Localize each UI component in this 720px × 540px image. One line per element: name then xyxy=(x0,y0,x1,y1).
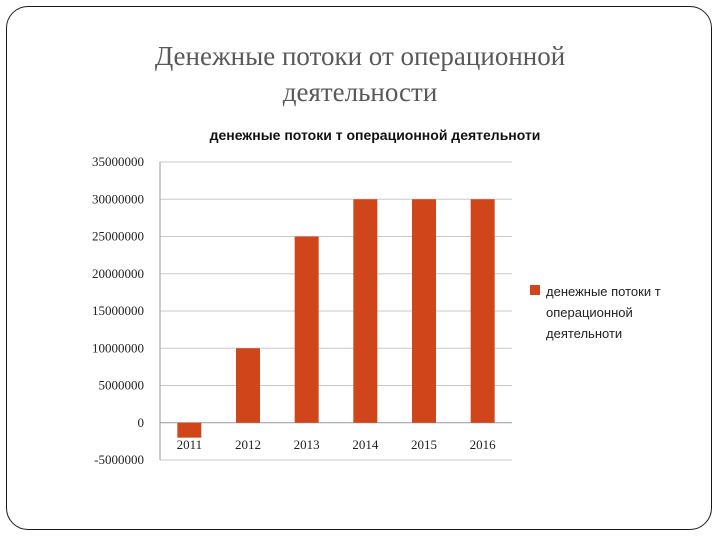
y-tick-label: 10000000 xyxy=(92,340,144,355)
y-tick-labels: 35000000 30000000 25000000 20000000 15000000… xyxy=(92,154,144,467)
y-tick-label: 25000000 xyxy=(92,229,144,244)
x-tick-label: 2011 xyxy=(177,437,203,452)
y-tick-label: 35000000 xyxy=(92,154,144,169)
grid-lines xyxy=(160,161,512,461)
legend-label: операционной xyxy=(546,305,633,320)
y-tick-label: 20000000 xyxy=(92,266,144,281)
x-tick-label: 2016 xyxy=(470,437,497,452)
bar xyxy=(470,199,495,423)
bar xyxy=(177,422,202,438)
x-tick-label: 2015 xyxy=(411,437,437,452)
bar xyxy=(236,348,260,423)
bar xyxy=(353,199,378,423)
legend-label: деятельноти xyxy=(546,326,622,341)
axes xyxy=(159,162,512,460)
y-tick-label: 30000000 xyxy=(92,191,144,206)
y-tick-label: 15000000 xyxy=(92,303,144,318)
x-tick-label: 2012 xyxy=(235,437,261,452)
y-tick-label: 0 xyxy=(138,415,145,430)
slide-frame xyxy=(6,6,712,530)
x-tick-label: 2014 xyxy=(352,437,379,452)
legend: денежные потоки т операционной деятельноти xyxy=(530,284,661,341)
bar xyxy=(294,236,319,423)
bars xyxy=(177,199,495,438)
bar xyxy=(412,199,436,423)
x-tick-labels: 2011 2012 2013 2014 2015 2016 xyxy=(177,437,497,452)
chart-title: денежные потоки т операционной деятельно… xyxy=(210,127,541,143)
legend-swatch xyxy=(530,285,540,295)
y-tick-label: 5000000 xyxy=(99,378,145,393)
legend-label: денежные потоки т xyxy=(546,284,661,299)
x-tick-label: 2013 xyxy=(294,437,320,452)
y-tick-label: -5000000 xyxy=(94,452,144,467)
slide-title: Денежные потоки от операционной деятельн… xyxy=(154,41,566,107)
